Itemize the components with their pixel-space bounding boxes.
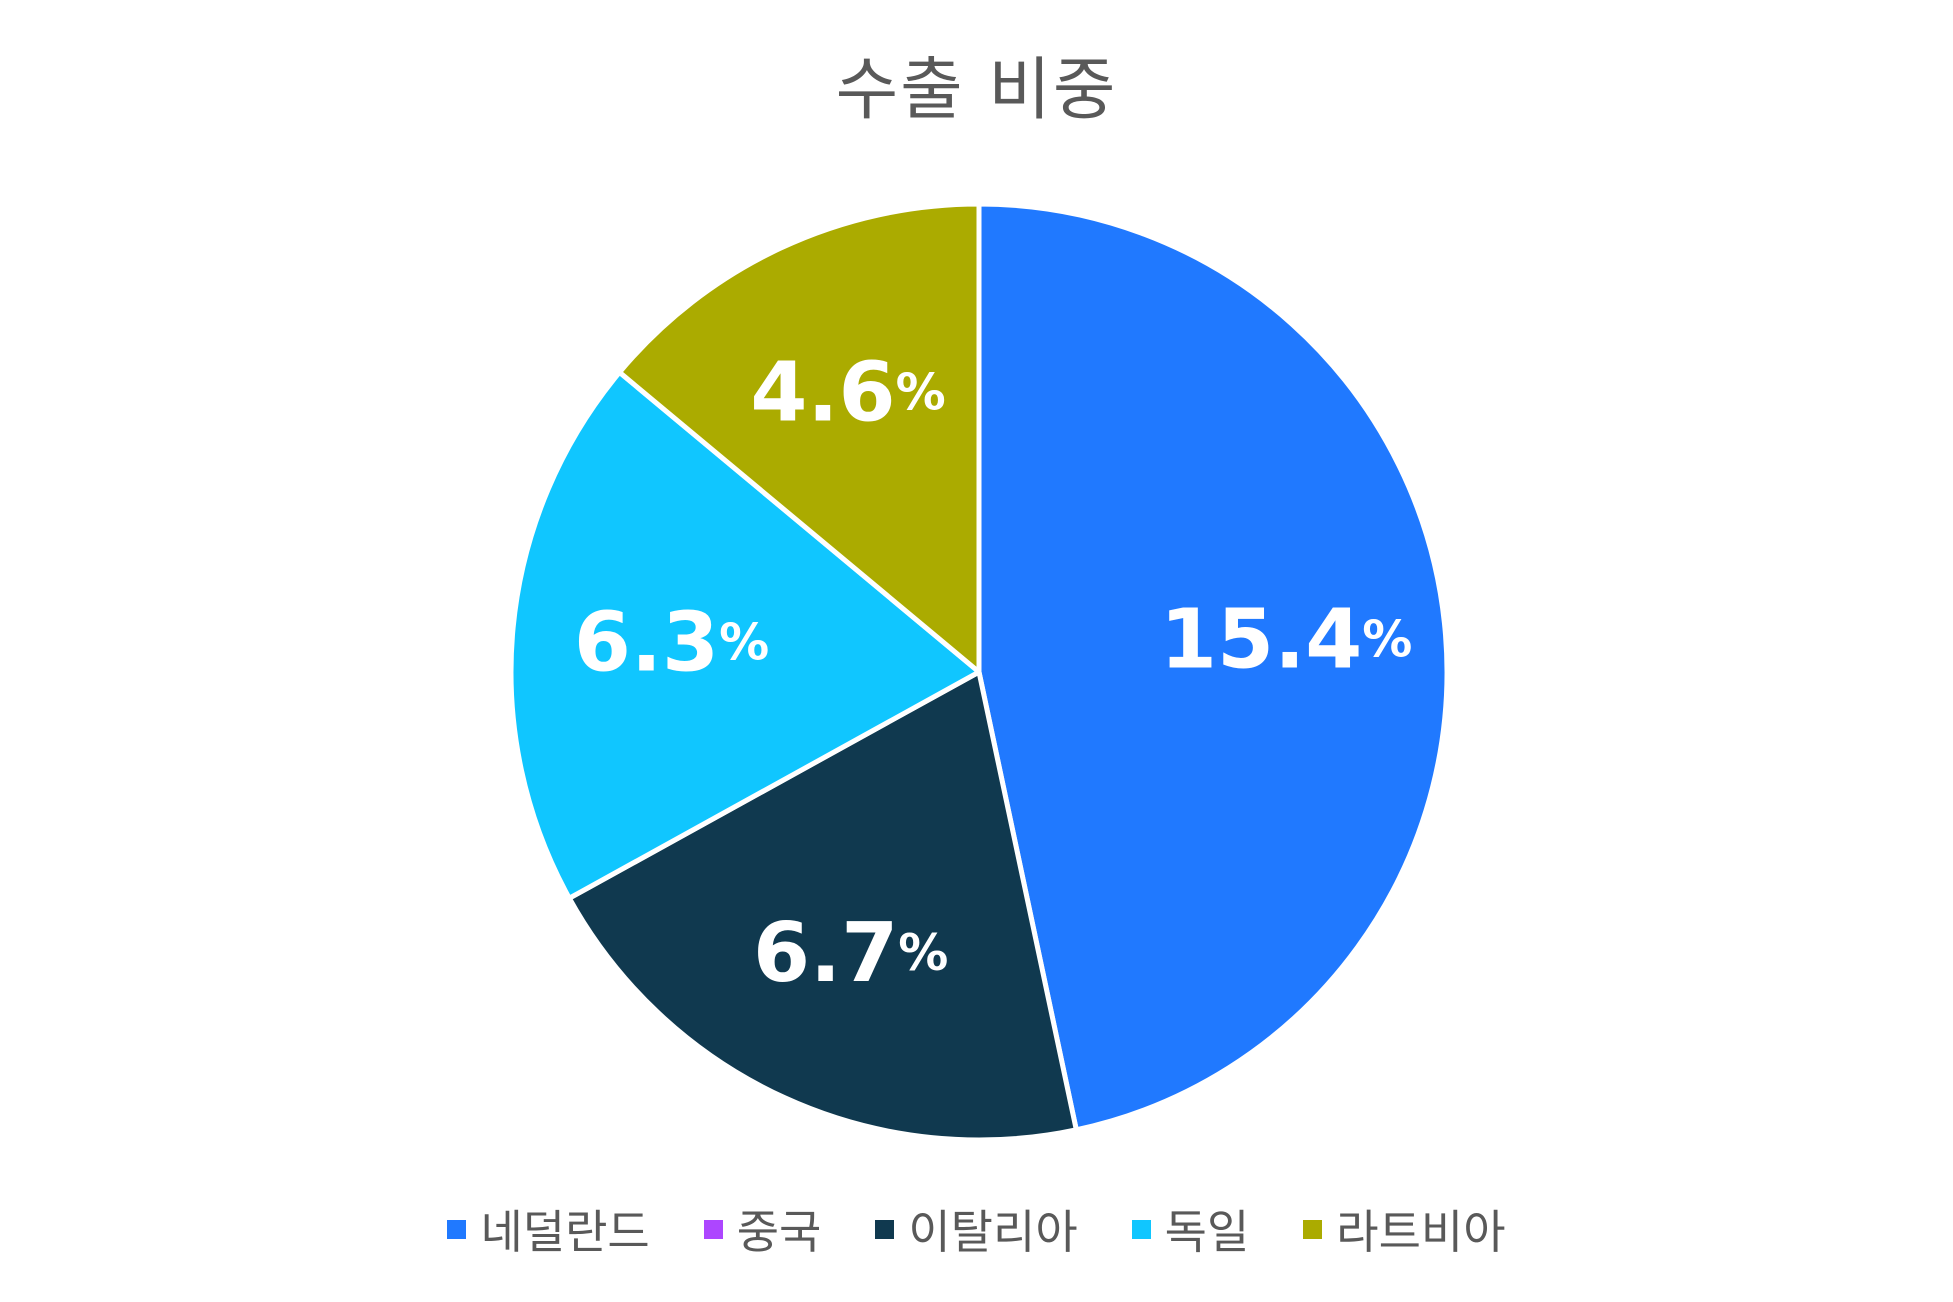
pie-slice-3 <box>566 669 1079 1143</box>
legend-item-1: 네덜란드 <box>447 1196 650 1262</box>
legend-swatch <box>447 1219 467 1239</box>
legend-item-2: 중국 <box>703 1196 822 1262</box>
legend-item-3: 이탈리아 <box>875 1196 1078 1262</box>
legend-label: 독일 <box>1164 1205 1250 1259</box>
slice-value-label-5: 4.6% <box>750 345 945 440</box>
legend-item-4: 독일 <box>1131 1196 1250 1262</box>
pie-slice-5 <box>617 201 982 675</box>
pie-slice-labels: 15.4% 6.7% 6.3% 4.6% <box>574 345 1413 1001</box>
slice-value-label-4: 6.3% <box>574 595 769 690</box>
legend-label: 네덜란드 <box>480 1205 650 1259</box>
slice-value-label-1: 15.4% <box>1160 592 1412 687</box>
pie-slice-1 <box>976 201 1450 1133</box>
legend-label: 라트비아 <box>1336 1205 1506 1259</box>
pie-slices <box>508 201 1450 1143</box>
chart-title: 수출 비중 <box>835 51 1118 130</box>
legend-swatch <box>1303 1219 1323 1239</box>
slice-value-label-3: 6.7% <box>753 905 948 1000</box>
legend-label: 중국 <box>736 1205 822 1259</box>
legend: 네덜란드 중국 이탈리아 독일 라트비아 <box>0 1196 1953 1262</box>
legend-swatch <box>703 1219 723 1239</box>
legend-swatch <box>875 1219 895 1239</box>
legend-label: 이탈리아 <box>908 1205 1078 1259</box>
legend-item-5: 라트비아 <box>1303 1196 1506 1262</box>
pie-slice-4 <box>508 369 982 901</box>
legend-swatch <box>1131 1219 1151 1239</box>
